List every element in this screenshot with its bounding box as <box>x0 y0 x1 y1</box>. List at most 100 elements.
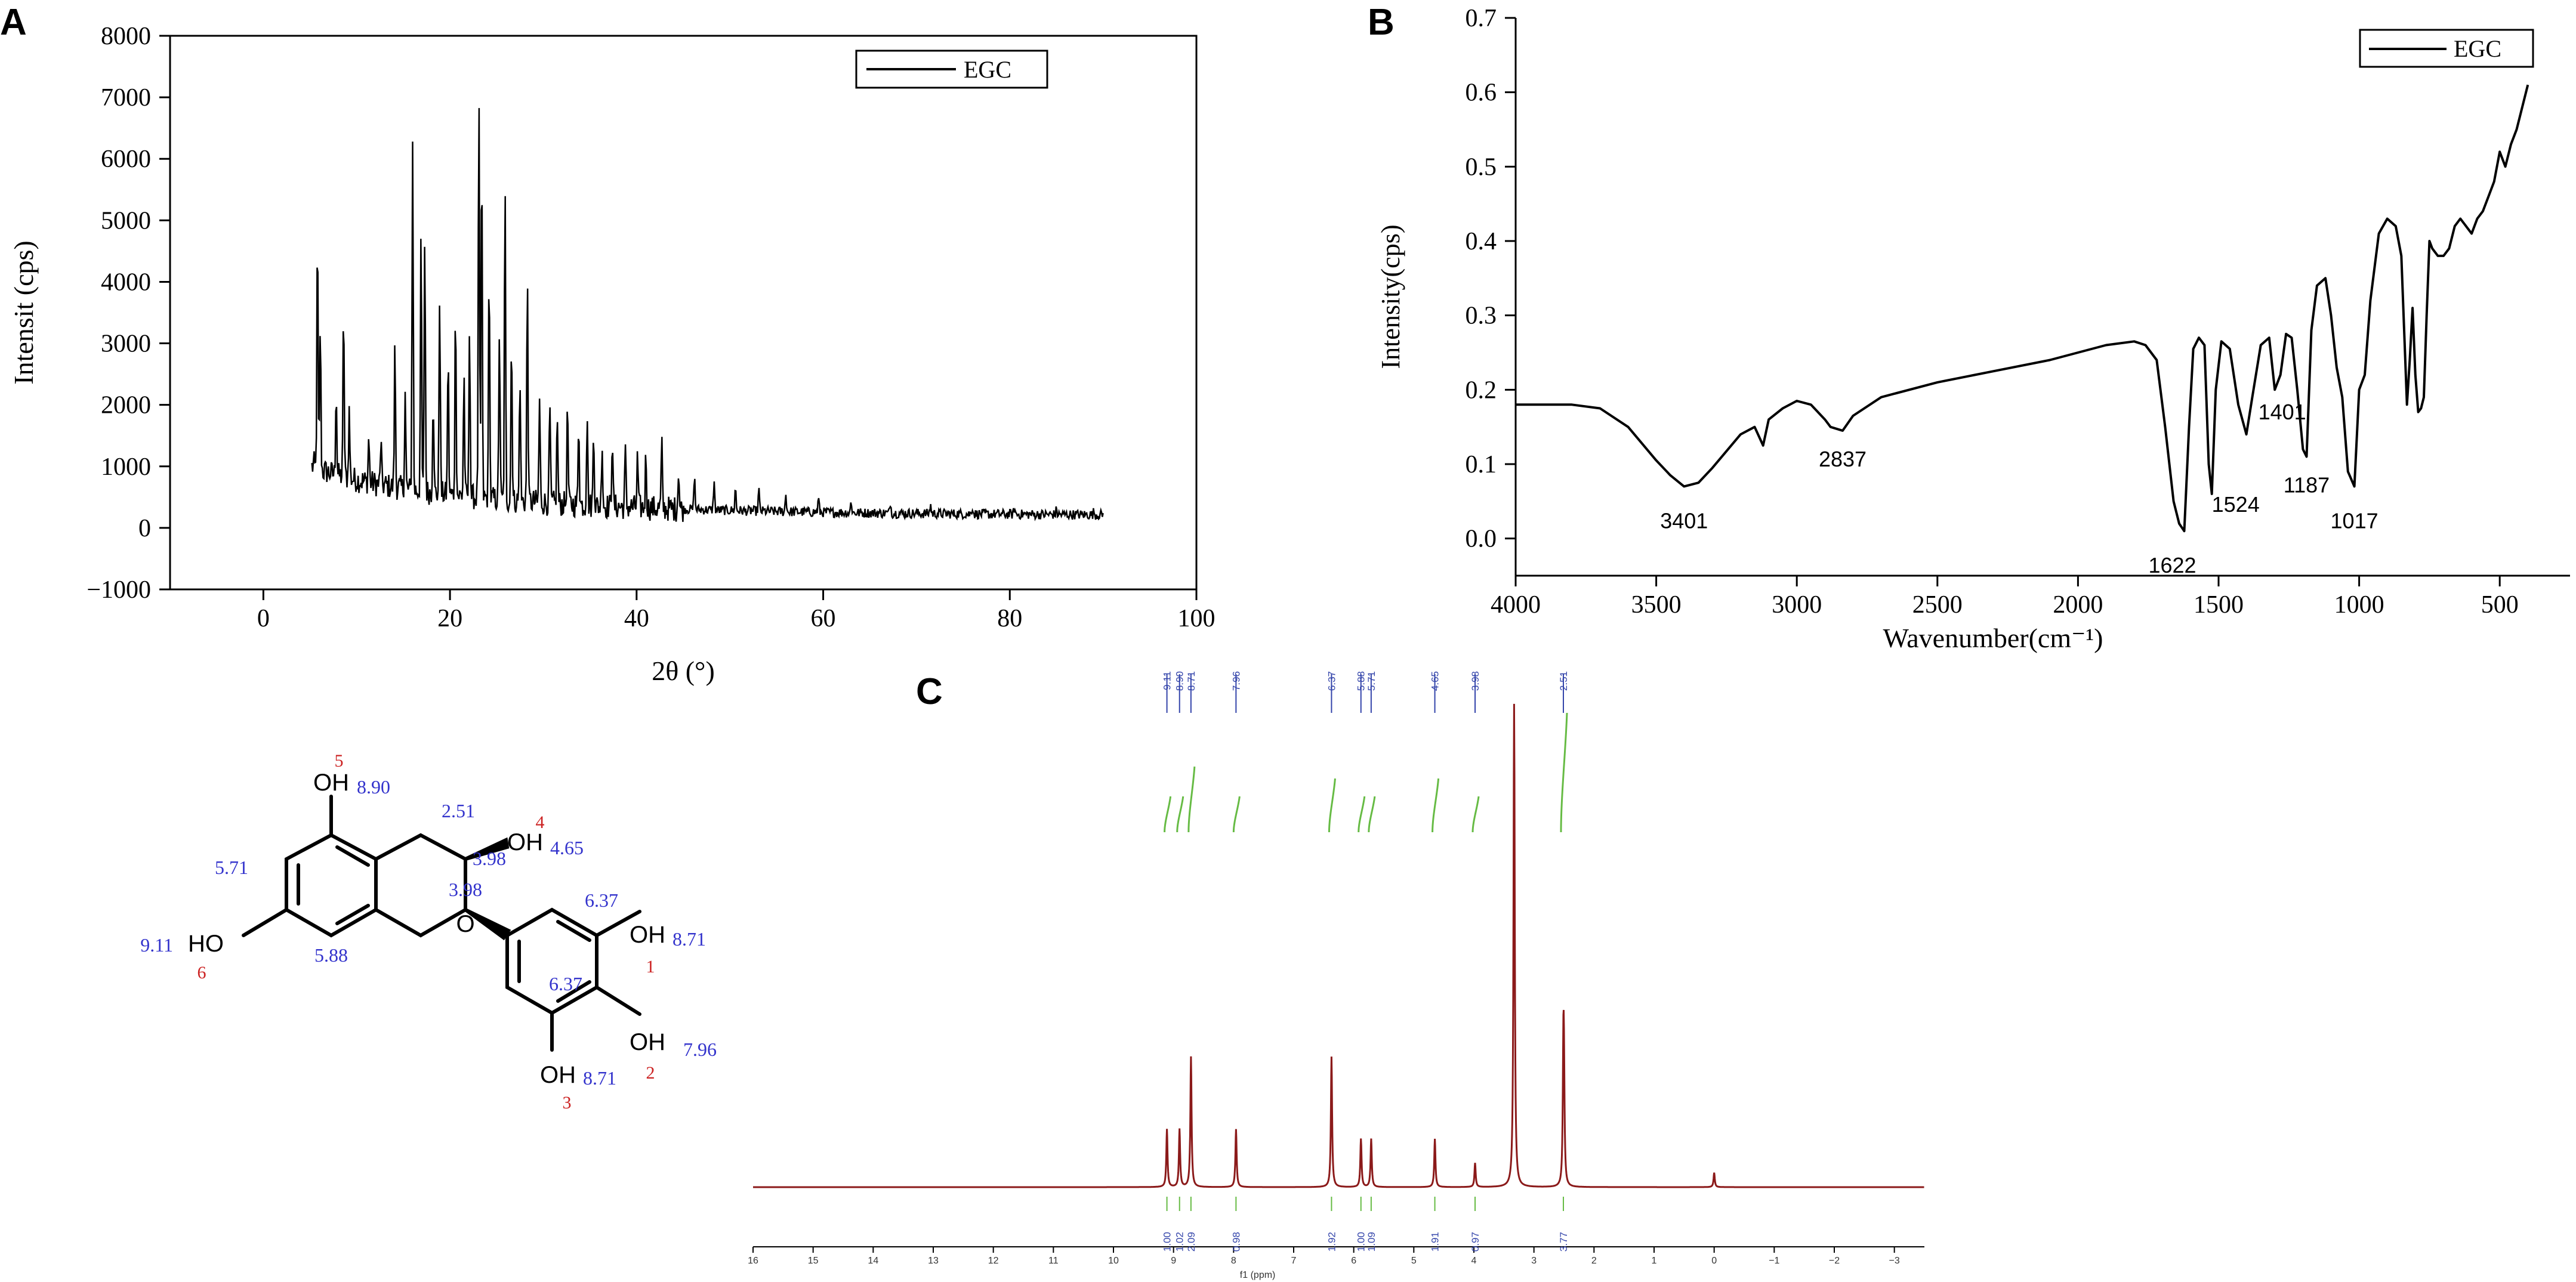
hydroxyl-number: 2 <box>646 1063 655 1083</box>
ppm-tick-label: 16 <box>748 1256 758 1266</box>
y-tick-label: 0.4 <box>1466 228 1497 255</box>
x-tick-label: 4000 <box>1491 591 1541 619</box>
x-tick-label: 60 <box>811 605 836 632</box>
integral-curve <box>1232 796 1241 833</box>
ppm-tick-label: 14 <box>868 1256 878 1266</box>
ppm-tick-label: 5 <box>1411 1256 1417 1266</box>
ring-c-bond <box>374 833 467 938</box>
x-tick-label: 500 <box>2481 591 2519 619</box>
hydroxyl-group: OH <box>630 1029 665 1055</box>
peak-annotation: 2837 <box>1819 447 1867 471</box>
integral-curve <box>1471 796 1480 833</box>
peak-annotation: 1622 <box>2148 553 2196 577</box>
y-tick-label: −1000 <box>87 576 151 604</box>
proton-shift: 6.37 <box>585 889 618 911</box>
y-axis-label: Intensity(cps) <box>1376 225 1405 369</box>
y-tick-label: 1000 <box>101 453 151 481</box>
peak-annotation: 1524 <box>2212 492 2260 517</box>
y-tick-label: 5000 <box>101 207 151 234</box>
y-tick-label: 0.3 <box>1466 302 1497 330</box>
ppm-tick-label: 8 <box>1231 1256 1236 1266</box>
ppm-tick-label: 6 <box>1351 1256 1356 1266</box>
x-tick-label: 0 <box>257 605 270 632</box>
integral-label: 1.09 <box>1366 1232 1377 1252</box>
ppm-tick-label: 7 <box>1291 1256 1297 1266</box>
y-tick-label: 2000 <box>101 392 151 419</box>
integral-curve <box>1164 796 1172 833</box>
hydroxyl-number: 3 <box>563 1093 572 1113</box>
proton-shift: 6.37 <box>549 973 582 994</box>
integral-label: 1.92 <box>1326 1232 1337 1252</box>
x-tick-label: 1500 <box>2194 591 2244 619</box>
hydroxyl-shift: 8.71 <box>583 1067 616 1089</box>
proton-shift: 3.98 <box>473 848 506 869</box>
ring-b-double-bond <box>556 920 591 942</box>
ppm-tick-label: 0 <box>1711 1256 1717 1266</box>
integral-curve <box>1328 778 1336 833</box>
integral-label: 2.09 <box>1186 1232 1197 1252</box>
hydroxyl-shift: 4.65 <box>550 837 584 858</box>
proton-shift: 5.88 <box>314 944 348 966</box>
integral-curve <box>1358 796 1366 833</box>
x-tick-label: 3000 <box>1772 591 1822 619</box>
x-tick-label: 2000 <box>2053 591 2103 619</box>
y-tick-label: 0.5 <box>1466 153 1497 181</box>
ppm-tick-label: 9 <box>1171 1256 1176 1266</box>
integral-label: 0.97 <box>1470 1232 1481 1252</box>
integral-label: 0.98 <box>1230 1232 1242 1252</box>
ring-a-double-bond <box>335 904 370 925</box>
wedge-oh4 <box>464 837 510 861</box>
integral-label: 1.02 <box>1174 1232 1186 1252</box>
x-tick-label: 40 <box>624 605 649 632</box>
x-tick-label: 2500 <box>1912 591 1963 619</box>
integral-curve <box>1176 796 1184 833</box>
proton-shift: 2.51 <box>442 800 475 821</box>
ppm-tick-label: 13 <box>928 1256 939 1266</box>
peak-annotation: 1401 <box>2259 400 2306 424</box>
x-tick-label: 100 <box>1178 605 1215 632</box>
ppm-tick-label: 2 <box>1591 1256 1597 1266</box>
hydroxyl-shift: 9.11 <box>140 934 173 956</box>
hydroxyl-shift: 7.96 <box>683 1039 717 1060</box>
ppm-tick-label: 15 <box>808 1256 819 1266</box>
ppm-tick-label: 11 <box>1048 1256 1059 1266</box>
hydroxyl-shift: 8.71 <box>672 928 706 950</box>
plot-frame <box>169 35 1198 591</box>
bond-oh2 <box>595 986 641 1016</box>
nmr-series <box>753 703 1924 1188</box>
hydroxyl-group: OH <box>630 922 665 948</box>
y-axis-label: Intensit (cps) <box>8 240 39 384</box>
x-tick-label: 1000 <box>2334 591 2384 619</box>
hydroxyl-group: OH <box>507 829 543 855</box>
x-tick-label: 3500 <box>1631 591 1682 619</box>
integral-label: 3.77 <box>1558 1232 1569 1252</box>
legend-label: EGC <box>2454 35 2501 62</box>
y-tick-label: 0.7 <box>1466 5 1497 32</box>
proton-shift: 5.71 <box>215 857 248 878</box>
panel-label-c: C <box>916 671 943 712</box>
y-tick-label: 0.6 <box>1466 79 1497 107</box>
panel-label-b: B <box>1368 2 1395 43</box>
ppm-tick-label: 12 <box>988 1256 999 1266</box>
integral-label: 1.00 <box>1162 1232 1173 1252</box>
xrd-chart: 0 20 40 60 80 100 −1000 0 1000 2000 3000 4000 5000 60… <box>8 23 1215 686</box>
egc-structure <box>242 795 641 1052</box>
y-tick-label: 0.1 <box>1466 451 1497 478</box>
bond-oh1 <box>595 910 641 937</box>
integral-curve <box>1560 712 1568 833</box>
integral-label: 1.00 <box>1356 1232 1367 1252</box>
x-tick-label: 80 <box>997 605 1022 632</box>
ftir-series-egc <box>1516 84 2529 533</box>
ppm-tick-label: 10 <box>1108 1256 1119 1266</box>
xrd-series-egc <box>311 108 1104 522</box>
integral-curve <box>1432 778 1440 833</box>
y-tick-label: 0 <box>138 515 151 542</box>
ring-b-double-bond <box>556 980 591 1003</box>
panel-label-a: A <box>0 2 27 43</box>
proton-shift: 3.98 <box>449 879 482 900</box>
y-tick-label: 7000 <box>101 84 151 112</box>
integral-curve <box>1187 766 1196 833</box>
integral-label: 1.91 <box>1430 1232 1441 1252</box>
